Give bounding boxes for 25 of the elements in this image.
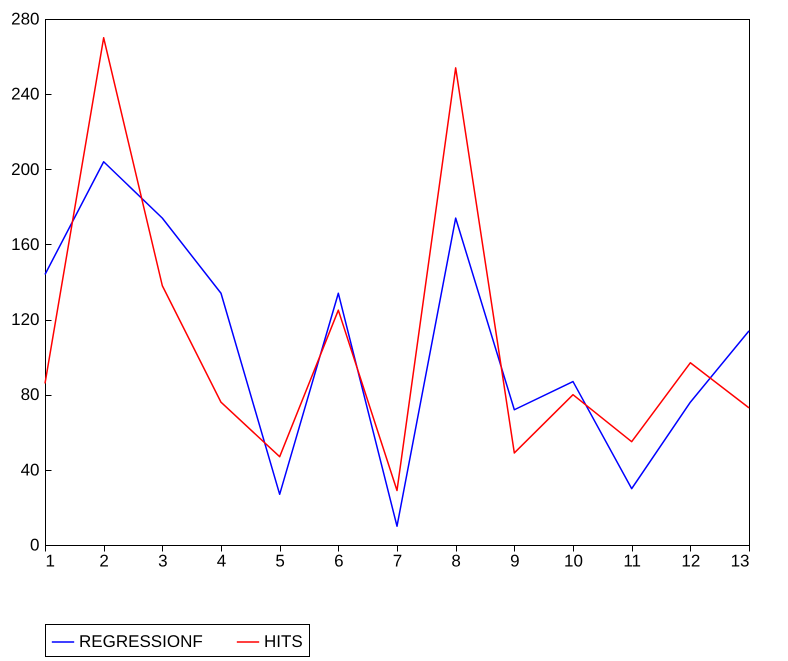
y-tick-label: 240	[11, 84, 40, 104]
x-tick-label: 2	[99, 552, 109, 570]
x-tick-label: 3	[158, 552, 168, 570]
x-tick-label: 11	[623, 552, 641, 570]
x-tick-label: 5	[275, 552, 285, 570]
y-tick-label: 120	[11, 310, 40, 330]
x-tick-label: 6	[334, 552, 344, 570]
y-tick-label: 200	[11, 160, 40, 179]
line-series	[44, 161, 750, 527]
x-tick-label: 9	[510, 552, 520, 570]
y-tick-label: 80	[20, 385, 40, 404]
x-tick-label: 13	[730, 552, 750, 570]
x-tick-label: 7	[392, 552, 402, 570]
x-tick-label: 1	[46, 552, 55, 570]
y-tick-label: 40	[20, 460, 40, 480]
legend-label: REGRESSIONF	[79, 632, 203, 651]
line-series	[44, 37, 750, 492]
x-tick-label: 4	[216, 552, 226, 570]
y-tick-label: 0	[30, 536, 40, 554]
legend-label: HITS	[264, 632, 303, 651]
y-tick-label: 160	[11, 234, 40, 254]
x-tick-label: 10	[564, 552, 583, 570]
x-tick-label: 8	[451, 552, 461, 570]
x-tick-label: 12	[681, 552, 700, 570]
y-tick-label: 280	[11, 10, 40, 28]
